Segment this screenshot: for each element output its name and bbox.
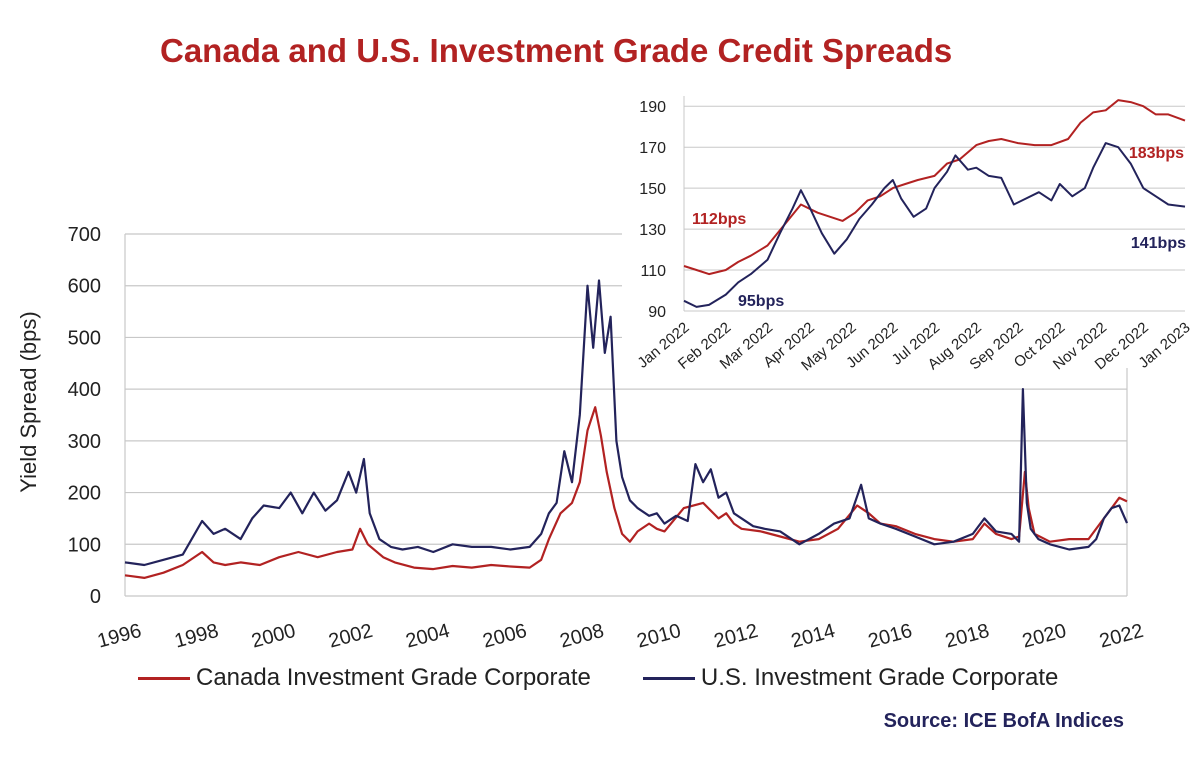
- main-y-tick-label: 600: [68, 276, 101, 298]
- main-y-tick-label: 700: [68, 224, 101, 246]
- source-note: Source: ICE BofA Indices: [883, 710, 1124, 732]
- legend-swatch-us: [642, 676, 695, 680]
- main-series-canada-line: [124, 406, 1128, 580]
- legend-label-canada: Canada Investment Grade Corporate: [196, 664, 591, 691]
- main-x-tick-labels: 1996 1998 2000 2002 2004 2006 2008 2010 2012 2014…: [95, 620, 1146, 653]
- main-y-tick-label: 500: [68, 327, 101, 349]
- legend: Canada Investment Grade Corporate U.S. I…: [138, 664, 1058, 692]
- main-y-axis-label: Yield Spread (bps): [16, 311, 41, 492]
- main-y-tick-label: 200: [68, 483, 101, 505]
- inset-y-tick-label: 130: [639, 222, 666, 239]
- inset-y-tick-label: 90: [648, 304, 666, 321]
- main-y-tick-label: 100: [68, 534, 101, 556]
- main-y-tick-label: 300: [68, 431, 101, 453]
- legend-item-us: U.S. Investment Grade Corporate: [642, 664, 1059, 692]
- inset-y-tick-label: 190: [639, 99, 666, 116]
- inset-y-tick-label: 110: [640, 263, 666, 280]
- main-y-tick-label: 0: [90, 586, 101, 608]
- main-y-tick-labels: 0 100 200 300 400 500 600 700: [68, 224, 101, 608]
- main-series-us-line: [124, 279, 1129, 567]
- legend-label-us: U.S. Investment Grade Corporate: [700, 664, 1059, 691]
- legend-swatch-canada: [138, 676, 190, 680]
- inset-background: [622, 86, 1194, 368]
- inset-y-tick-label: 170: [639, 140, 666, 157]
- inset-y-tick-labels: 90 110 130 150 170 190: [639, 99, 666, 321]
- legend-item-canada: Canada Investment Grade Corporate: [138, 664, 591, 692]
- inset-annotation: 112bps: [692, 211, 746, 228]
- inset-series-us-line: [683, 142, 1186, 308]
- inset-annotations: 112bps 95bps 183bps 141bps: [692, 145, 1186, 310]
- inset-y-tick-label: 150: [639, 181, 666, 198]
- inset-annotation: 183bps: [1129, 145, 1184, 162]
- inset-annotation: 95bps: [738, 293, 784, 310]
- main-y-tick-label: 400: [68, 379, 101, 401]
- inset-annotation: 141bps: [1131, 235, 1186, 252]
- inset-series: [683, 99, 1186, 308]
- main-series: [124, 279, 1129, 580]
- chart-title: Canada and U.S. Investment Grade Credit …: [160, 32, 953, 69]
- inset-series-canada-line: [683, 99, 1186, 276]
